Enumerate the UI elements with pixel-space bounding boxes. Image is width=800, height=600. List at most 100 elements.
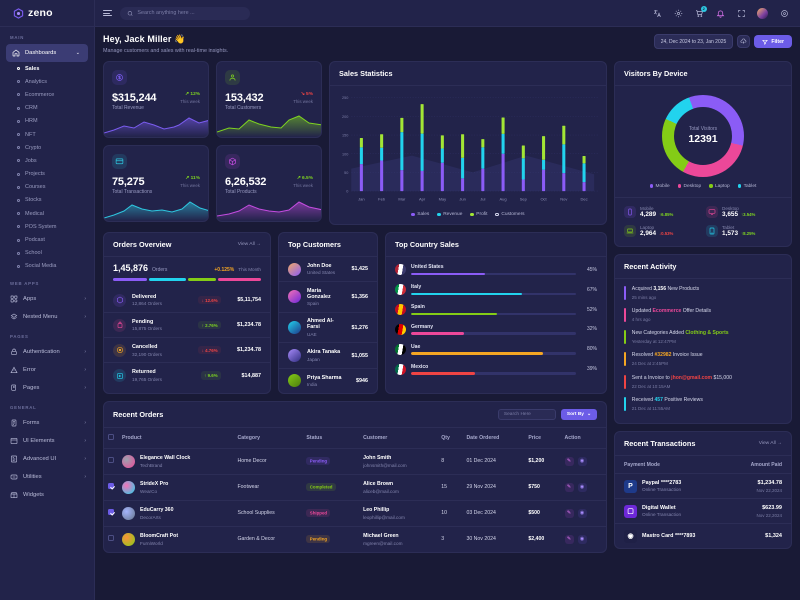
- row-checkbox-cell[interactable]: [104, 525, 118, 552]
- sidebar-item-podcast[interactable]: Podcast: [0, 233, 94, 246]
- row-checkbox[interactable]: [108, 535, 114, 542]
- sidebar-item-error[interactable]: Error ›: [0, 361, 94, 379]
- bullet-icon: [17, 67, 20, 71]
- view-icon[interactable]: ◉: [577, 482, 587, 492]
- sidebar-item-dashboards[interactable]: Dashboards ⌄: [6, 44, 88, 62]
- edit-icon[interactable]: ✎: [564, 508, 574, 518]
- activity-text: Updated Ecommerce Offer Details: [631, 307, 712, 314]
- view-icon[interactable]: ◉: [577, 534, 587, 544]
- sidebar-item-sales[interactable]: Sales: [0, 62, 94, 75]
- table-row[interactable]: Elegance Wall Clock TechBrand Home Decor Pe…: [104, 447, 606, 475]
- table-row[interactable]: EduCarry 360 DecorArts School Supplies Ship…: [104, 499, 606, 527]
- country-name: Mexico: [411, 363, 429, 370]
- country-row: Uae 80%: [395, 339, 597, 359]
- orders-search-input[interactable]: Search Here: [497, 408, 556, 420]
- sidebar-item-apps[interactable]: Apps ›: [0, 290, 94, 308]
- device-legend-laptop[interactable]: Laptop: [709, 184, 730, 189]
- filter-button[interactable]: Filter: [754, 34, 792, 49]
- status-badge: Shipped: [306, 508, 331, 517]
- orders-view-all[interactable]: View All →: [237, 241, 261, 247]
- download-cloud-icon[interactable]: [737, 35, 751, 49]
- cart-badge: 2: [701, 5, 707, 12]
- sidebar-item-ecommerce[interactable]: Ecommerce: [0, 88, 94, 101]
- search-input[interactable]: [137, 10, 243, 16]
- legend-item-customers[interactable]: Customers: [495, 212, 525, 217]
- device-legend-desktop[interactable]: Desktop: [677, 184, 701, 189]
- col-select[interactable]: [104, 428, 118, 449]
- cell-action: ✎ ◉: [560, 499, 606, 527]
- sidebar-item-stocks[interactable]: Stocks: [0, 194, 94, 207]
- row-checkbox[interactable]: [108, 509, 114, 516]
- legend-item-revenue[interactable]: Revenue: [437, 212, 462, 217]
- payment-sub: Online Transaction: [642, 487, 682, 493]
- settings-gear-icon[interactable]: [779, 8, 789, 18]
- sidebar-section-general: GENERAL: [10, 405, 37, 410]
- date-range-picker[interactable]: 24, Dec 2024 to 23, Jan 2025: [653, 34, 734, 50]
- sidebar-item-courses[interactable]: Courses: [0, 181, 94, 194]
- customer-name: Ahmed Al-Farsi: [307, 318, 334, 331]
- menu-toggle-icon[interactable]: [103, 9, 112, 18]
- select-all-checkbox[interactable]: [108, 433, 114, 440]
- row-checkbox-cell[interactable]: [104, 447, 118, 475]
- cart-icon[interactable]: 2: [694, 5, 707, 18]
- view-icon[interactable]: ◉: [577, 456, 587, 466]
- sidebar-item-utilities[interactable]: Utilities ›: [0, 468, 94, 486]
- sidebar-item-nested-menu[interactable]: Nested Menu ›: [0, 308, 94, 326]
- legend-item-profit[interactable]: Profit: [470, 212, 487, 217]
- sidebar-item-crm[interactable]: CRM: [0, 102, 94, 115]
- legend-label: Sales: [417, 211, 430, 217]
- legend-item-sales[interactable]: Sales: [411, 212, 429, 217]
- edit-icon[interactable]: ✎: [564, 456, 574, 466]
- sidebar-section-webapps: WEB APPS: [10, 281, 40, 286]
- customer-amount: $946: [356, 377, 368, 384]
- table-row[interactable]: StrideX Pro WearCo Footwear Completed Alice …: [104, 473, 606, 501]
- sidebar-item-school[interactable]: School: [0, 247, 94, 260]
- row-checkbox-cell[interactable]: [104, 473, 118, 501]
- bullet-icon: [17, 93, 20, 97]
- view-icon[interactable]: ◉: [577, 508, 587, 518]
- edit-icon[interactable]: ✎: [564, 534, 574, 544]
- sidebar-item-forms[interactable]: Forms ›: [0, 414, 94, 432]
- sidebar-item-widgets[interactable]: Widgets: [0, 486, 94, 504]
- sidebar-item-analytics[interactable]: Analytics: [0, 75, 94, 88]
- device-label: Mobile: [640, 205, 654, 211]
- sidebar-item-crypto[interactable]: Crypto: [0, 141, 94, 154]
- product-image: [122, 532, 135, 546]
- sidebar-item-advanced-ui[interactable]: Advanced UI ›: [0, 450, 94, 468]
- sidebar-item-nft[interactable]: NFT: [0, 128, 94, 141]
- warning-icon: [10, 366, 18, 374]
- col-status: Status: [306, 434, 323, 441]
- avatar[interactable]: [757, 7, 768, 19]
- row-checkbox[interactable]: [108, 483, 114, 490]
- edit-icon[interactable]: ✎: [564, 482, 574, 492]
- activity-item: Updated Ecommerce Offer Details 4 hrs ago: [624, 304, 782, 326]
- transactions-view-all[interactable]: View All →: [758, 441, 782, 446]
- global-search[interactable]: [120, 6, 250, 20]
- sort-by-button[interactable]: Sort By ⌄: [560, 408, 597, 420]
- row-checkbox-cell[interactable]: [104, 499, 118, 527]
- fullscreen-icon[interactable]: [736, 8, 746, 18]
- translate-icon[interactable]: [652, 8, 662, 18]
- country-name: Uae: [411, 343, 421, 350]
- customer-row: Akira Tanaka Japan $1,055: [279, 342, 377, 367]
- sidebar-item-hrm[interactable]: HRM: [0, 115, 94, 128]
- device-legend-tablet[interactable]: Tablet: [737, 184, 756, 189]
- visitors-header: Visitors By Device: [615, 62, 791, 85]
- device-legend-mobile[interactable]: Mobile: [649, 184, 670, 189]
- brand[interactable]: zeno: [0, 0, 94, 27]
- gear-icon[interactable]: [673, 8, 683, 18]
- sidebar-item-jobs[interactable]: Jobs: [0, 154, 94, 167]
- product-name: BloomCraft Pot: [140, 533, 179, 540]
- bell-icon[interactable]: [715, 8, 725, 18]
- customer-name: Leo Phillip: [363, 507, 390, 514]
- sidebar-item-social-media[interactable]: Social Media: [0, 260, 94, 273]
- sidebar-item-projects[interactable]: Projects: [0, 168, 94, 181]
- sidebar-item-pos-system[interactable]: POS System: [0, 220, 94, 233]
- sidebar-item-medical[interactable]: Medical: [0, 207, 94, 220]
- sidebar-item-authentication[interactable]: Authentication ›: [0, 343, 94, 361]
- row-checkbox[interactable]: [108, 457, 114, 464]
- segment: [187, 277, 217, 281]
- sidebar-item-pages[interactable]: Pages ›: [0, 379, 94, 397]
- table-row[interactable]: BloomCraft Pot FurniWorld Garden & Decor Pe…: [104, 525, 606, 552]
- sidebar-item-ui-elements[interactable]: UI Elements ›: [0, 432, 94, 450]
